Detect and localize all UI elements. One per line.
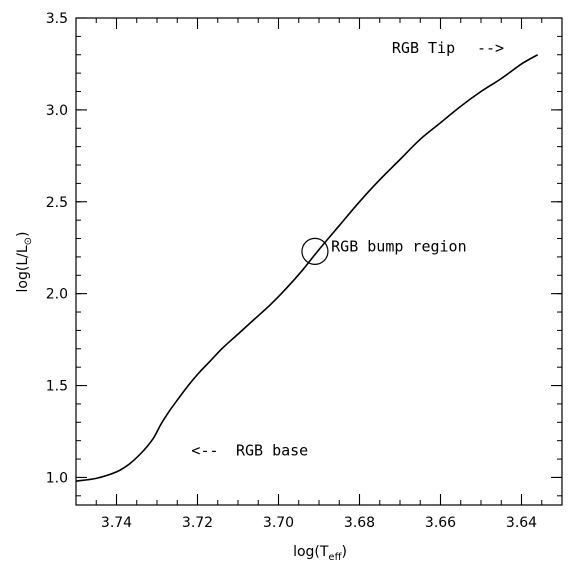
y-tick-labels: 1.0 1.5 2.0 2.5 3.0 3.5 bbox=[46, 11, 68, 486]
x-axis-label: log(Teff) bbox=[293, 544, 347, 563]
annotation-text: RGB Tip bbox=[392, 39, 455, 57]
x-tick-label: 3.68 bbox=[344, 515, 375, 531]
y-tick-label: 2.5 bbox=[46, 195, 68, 211]
y-tick-label: 3.5 bbox=[46, 11, 68, 27]
y-axis-label: log(L/L⊙) bbox=[15, 232, 34, 293]
annotation-text: RGB bump region bbox=[331, 237, 466, 255]
bump-marker bbox=[301, 237, 329, 265]
x-tick-labels: 3.74 3.72 3.70 3.68 3.66 3.64 bbox=[101, 515, 537, 531]
series-line bbox=[75, 54, 539, 482]
y-axis-label-subscript: ⊙ bbox=[23, 237, 34, 245]
annotation-text: --> bbox=[477, 39, 504, 57]
x-tick-label: 3.74 bbox=[101, 515, 132, 531]
annotations: RGB Tip --> RGB bump region <-- RGB base bbox=[191, 39, 504, 459]
x-axis-label-close: ) bbox=[341, 544, 346, 560]
x-tick-label: 3.64 bbox=[506, 515, 537, 531]
x-tick-label: 3.66 bbox=[425, 515, 456, 531]
x-axis-label-main: log(T bbox=[293, 544, 329, 560]
y-tick-label: 3.0 bbox=[46, 103, 68, 119]
x-tick-label: 3.72 bbox=[182, 515, 213, 531]
y-axis-label-close: ) bbox=[15, 232, 31, 237]
y-tick-label: 1.5 bbox=[46, 379, 68, 395]
annotation-text: <-- bbox=[191, 441, 218, 459]
x-tick-label: 3.70 bbox=[263, 515, 294, 531]
y-tick-label: 2.0 bbox=[46, 287, 68, 303]
minor-ticks bbox=[75, 17, 563, 505]
y-axis-label-main: log(L/L bbox=[15, 245, 31, 292]
plot-frame bbox=[75, 17, 563, 506]
x-axis-label-subscript: eff bbox=[328, 552, 342, 563]
major-ticks bbox=[76, 17, 562, 505]
y-tick-label: 1.0 bbox=[46, 470, 68, 486]
annotation-text: RGB base bbox=[236, 441, 308, 459]
